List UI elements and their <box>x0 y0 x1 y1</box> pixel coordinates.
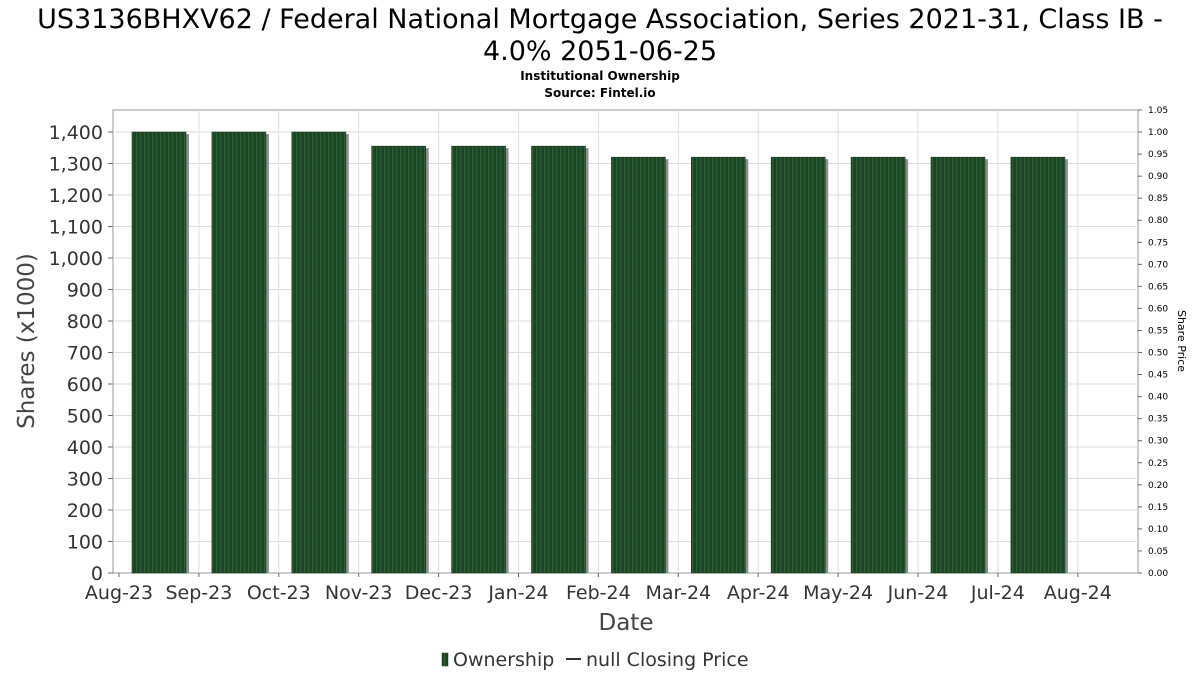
y2-tick-label: 0.35 <box>1148 415 1168 425</box>
x-tick-label: Jan-24 <box>487 582 548 604</box>
y-axis-right-title: Share Price <box>1175 310 1188 372</box>
legend-ownership-label: Ownership <box>453 649 554 671</box>
x-tick-label: May-24 <box>803 582 873 604</box>
y-tick-label: 1,000 <box>49 248 103 270</box>
x-tick-label: Aug-23 <box>85 582 153 604</box>
y-tick-label: 300 <box>67 469 103 491</box>
bar-ownership-jan-24 <box>451 145 506 574</box>
y-axis-right: 0.00 0.05 0.10 0.15 0.20 0.25 0.30 0.35 0.40 0.45… <box>1138 106 1168 579</box>
y2-tick-label: 0.75 <box>1148 238 1168 248</box>
x-tick-label: Nov-23 <box>325 582 393 604</box>
bar-ownership-mar-24 <box>611 156 666 574</box>
y-tick-label: 200 <box>67 500 103 522</box>
chart-subtitle: Institutional Ownership <box>520 69 680 83</box>
y2-tick-label: 0.95 <box>1148 150 1168 160</box>
x-tick-label: Mar-24 <box>645 582 711 604</box>
chart-source: Source: Fintel.io <box>544 86 655 100</box>
bar-ownership-dec-23 <box>371 145 427 574</box>
bar-ownership-apr-24 <box>690 156 746 574</box>
y2-tick-label: 0.60 <box>1148 304 1168 314</box>
bar-ownership-feb-24 <box>531 145 586 574</box>
y2-tick-label: 0.80 <box>1148 216 1168 226</box>
x-tick-label: Dec-23 <box>405 582 473 604</box>
x-axis-title: Date <box>599 610 654 636</box>
y-tick-label: 500 <box>67 406 103 428</box>
y2-tick-label: 0.10 <box>1148 525 1168 535</box>
x-tick-label: Jul-24 <box>970 582 1025 604</box>
bar-ownership-nov-23 <box>291 131 347 574</box>
y2-tick-label: 0.85 <box>1148 194 1168 204</box>
y2-tick-label: 0.40 <box>1148 393 1168 403</box>
y-axis-left: 0 100 200 300 400 500 600 700 800 900 1,000 1,100 1,… <box>49 122 113 585</box>
bar-ownership-sep-23 <box>131 131 187 574</box>
x-tick-label: Apr-24 <box>727 582 790 604</box>
bars <box>131 131 1068 574</box>
x-tick-label: Sep-23 <box>165 582 232 604</box>
x-tick-label: Feb-24 <box>566 582 631 604</box>
bar-ownership-may-24 <box>770 156 826 574</box>
x-tick-label: Aug-24 <box>1044 582 1112 604</box>
y2-tick-label: 0.55 <box>1148 326 1168 336</box>
y-tick-label: 900 <box>67 280 103 302</box>
y2-tick-label: 0.30 <box>1148 437 1168 447</box>
y-tick-label: 700 <box>67 343 103 365</box>
y-tick-label: 100 <box>67 532 103 554</box>
y-tick-label: 600 <box>67 374 103 396</box>
legend-ownership-swatch <box>441 652 449 667</box>
y2-tick-label: 1.00 <box>1148 128 1168 138</box>
y-axis-title: Shares (x1000) <box>14 253 40 429</box>
y-tick-label: 1,200 <box>49 185 103 207</box>
y-tick-label: 0 <box>91 563 103 585</box>
y2-tick-label: 0.45 <box>1148 371 1168 381</box>
y-tick-label: 800 <box>67 311 103 333</box>
y2-tick-label: 0.15 <box>1148 503 1168 513</box>
y2-tick-label: 0.50 <box>1148 349 1168 359</box>
y2-tick-label: 0.90 <box>1148 172 1168 182</box>
bar-ownership-jul-24 <box>930 156 986 574</box>
bar-ownership-jun-24 <box>850 156 906 574</box>
y2-tick-label: 0.70 <box>1148 260 1168 270</box>
chart-title-line-1: US3136BHXV62 / Federal National Mortgage… <box>37 4 1163 35</box>
y2-tick-label: 0.65 <box>1148 282 1168 292</box>
chart-title-line-2: 4.0% 2051-06-25 <box>483 36 717 67</box>
y2-tick-label: 1.05 <box>1148 106 1168 116</box>
bar-ownership-oct-23 <box>211 131 267 574</box>
y-tick-label: 1,300 <box>49 154 103 176</box>
legend-closing-price-label: null Closing Price <box>586 649 749 671</box>
x-axis: Aug-23 Sep-23 Oct-23 Nov-23 Dec-23 Jan-24 Feb-… <box>85 573 1112 604</box>
legend: Ownership null Closing Price <box>441 649 749 671</box>
y2-tick-label: 0.00 <box>1148 569 1168 579</box>
y2-tick-label: 0.20 <box>1148 481 1168 491</box>
y-tick-label: 1,100 <box>49 217 103 239</box>
y-tick-label: 400 <box>67 437 103 459</box>
bar-ownership-aug-24 <box>1010 156 1066 574</box>
y2-tick-label: 0.05 <box>1148 547 1168 557</box>
x-tick-label: Jun-24 <box>887 582 949 604</box>
y2-tick-label: 0.25 <box>1148 459 1168 469</box>
y-tick-label: 1,400 <box>49 122 103 144</box>
x-tick-label: Oct-23 <box>247 582 311 604</box>
